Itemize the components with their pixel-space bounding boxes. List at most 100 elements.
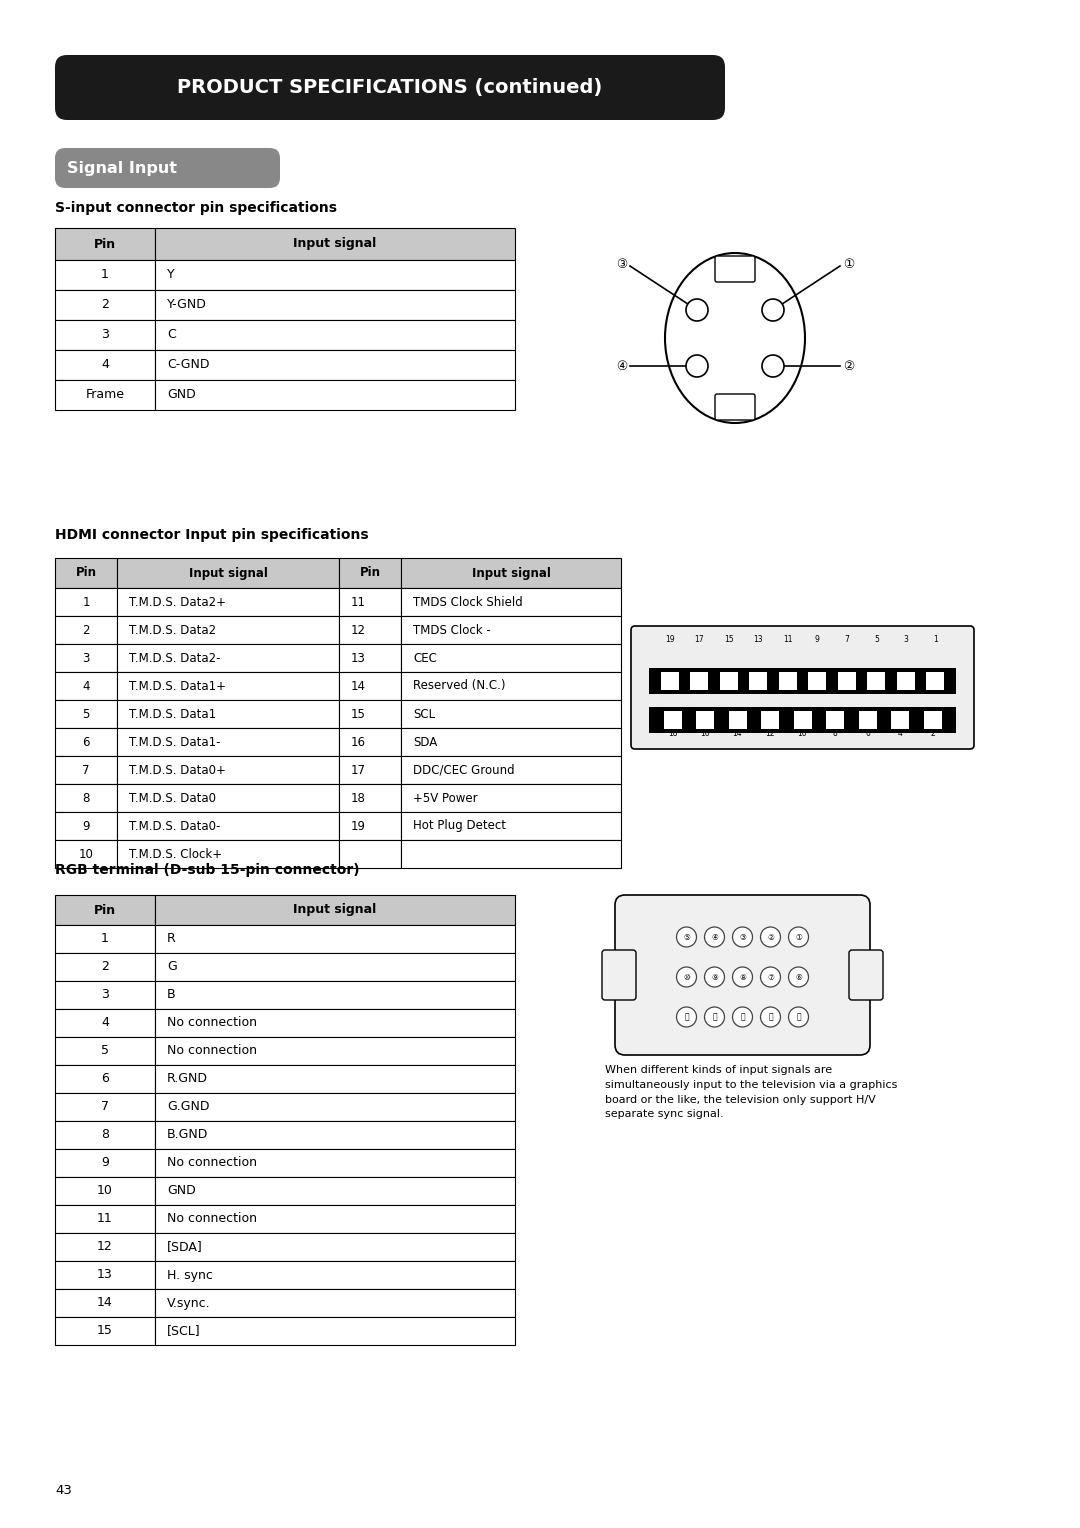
Bar: [339, 588, 401, 616]
Text: T.M.D.S. Data2+: T.M.D.S. Data2+: [129, 596, 226, 608]
Text: 1: 1: [933, 636, 937, 645]
Bar: [339, 643, 401, 672]
Bar: [117, 700, 339, 727]
Circle shape: [686, 354, 708, 377]
Text: No connection: No connection: [167, 1045, 257, 1057]
Bar: [867, 672, 886, 691]
Bar: [339, 784, 401, 811]
Circle shape: [732, 927, 753, 947]
Bar: [923, 711, 942, 729]
Text: T.M.D.S. Data2: T.M.D.S. Data2: [129, 623, 216, 637]
Text: ⑮: ⑮: [685, 1013, 689, 1022]
Bar: [156, 1177, 515, 1206]
Bar: [55, 1206, 156, 1233]
Text: No connection: No connection: [167, 1016, 257, 1030]
Text: ③: ③: [739, 932, 746, 941]
Text: 10: 10: [798, 729, 808, 738]
Text: ③: ③: [616, 258, 627, 270]
Text: No connection: No connection: [167, 1157, 257, 1169]
Bar: [55, 672, 117, 700]
Circle shape: [676, 1007, 697, 1027]
Text: 7: 7: [845, 636, 849, 645]
Bar: [156, 1317, 515, 1345]
Bar: [156, 350, 515, 380]
Circle shape: [788, 967, 809, 987]
Bar: [156, 228, 515, 260]
Bar: [55, 319, 156, 350]
Text: SCL: SCL: [413, 707, 435, 721]
Bar: [55, 784, 117, 811]
Text: 4: 4: [102, 359, 109, 371]
Text: TMDS Clock -: TMDS Clock -: [413, 623, 490, 637]
FancyBboxPatch shape: [849, 950, 883, 999]
Text: 4: 4: [82, 680, 90, 692]
Text: 13: 13: [754, 636, 762, 645]
Text: DDC/CEC Ground: DDC/CEC Ground: [413, 764, 515, 776]
Text: 14: 14: [351, 680, 366, 692]
Text: 17: 17: [351, 764, 366, 776]
Bar: [55, 1290, 156, 1317]
Bar: [927, 672, 944, 691]
Text: 14: 14: [732, 729, 742, 738]
Bar: [401, 672, 621, 700]
Text: ⑫: ⑫: [768, 1013, 773, 1022]
FancyBboxPatch shape: [615, 895, 870, 1054]
Text: Hot Plug Detect: Hot Plug Detect: [413, 819, 507, 833]
Text: When different kinds of input signals are
simultaneously input to the television: When different kinds of input signals ar…: [605, 1065, 897, 1120]
Text: 15: 15: [724, 636, 733, 645]
Bar: [55, 1261, 156, 1290]
Text: 8: 8: [102, 1129, 109, 1141]
Text: ②: ②: [843, 359, 854, 373]
Text: T.M.D.S. Data0+: T.M.D.S. Data0+: [129, 764, 226, 776]
Text: Pin: Pin: [94, 903, 116, 917]
Text: 12: 12: [97, 1241, 113, 1253]
Bar: [401, 756, 621, 784]
Text: 6: 6: [82, 735, 90, 749]
Text: 3: 3: [102, 329, 109, 341]
Text: G.GND: G.GND: [167, 1100, 210, 1114]
Text: 10: 10: [79, 848, 94, 860]
Circle shape: [732, 967, 753, 987]
Text: [SCL]: [SCL]: [167, 1325, 201, 1337]
Bar: [156, 1290, 515, 1317]
Text: 1: 1: [102, 269, 109, 281]
Text: T.M.D.S. Clock+: T.M.D.S. Clock+: [129, 848, 222, 860]
Bar: [779, 672, 797, 691]
Text: +5V Power: +5V Power: [413, 792, 477, 805]
Bar: [761, 711, 779, 729]
Text: 17: 17: [694, 636, 704, 645]
Bar: [117, 784, 339, 811]
Bar: [156, 319, 515, 350]
Bar: [690, 672, 708, 691]
Text: ④: ④: [711, 932, 718, 941]
Text: Signal Input: Signal Input: [67, 160, 177, 176]
Bar: [808, 672, 826, 691]
Bar: [55, 1317, 156, 1345]
Bar: [156, 981, 515, 1008]
Bar: [401, 811, 621, 840]
Bar: [339, 558, 401, 588]
Text: ①: ①: [843, 258, 854, 270]
Bar: [55, 756, 117, 784]
Text: 2: 2: [930, 729, 935, 738]
Circle shape: [732, 1007, 753, 1027]
Bar: [649, 668, 956, 694]
Circle shape: [704, 967, 725, 987]
Bar: [55, 811, 117, 840]
Text: 16: 16: [351, 735, 366, 749]
Circle shape: [788, 927, 809, 947]
Text: R: R: [167, 932, 176, 946]
Bar: [719, 672, 738, 691]
Text: 11: 11: [783, 636, 793, 645]
Bar: [859, 711, 877, 729]
Text: 7: 7: [82, 764, 90, 776]
Text: B.GND: B.GND: [167, 1129, 208, 1141]
Text: 15: 15: [97, 1325, 113, 1337]
Text: T.M.D.S. Data1: T.M.D.S. Data1: [129, 707, 216, 721]
Bar: [339, 727, 401, 756]
Circle shape: [762, 299, 784, 321]
Bar: [117, 727, 339, 756]
Text: GND: GND: [167, 388, 195, 402]
Text: Pin: Pin: [94, 237, 116, 251]
Bar: [156, 290, 515, 319]
